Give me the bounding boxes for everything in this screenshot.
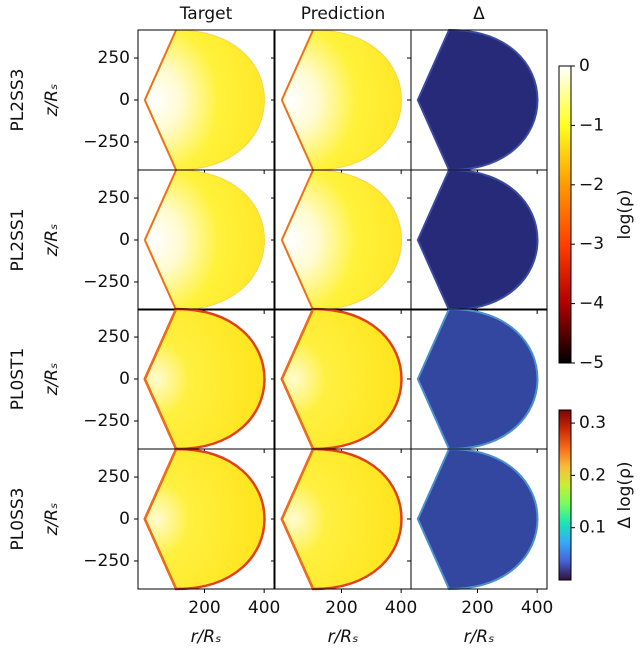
- panel-image: [143, 447, 266, 591]
- x-axis-label: r/Rₛ: [328, 627, 359, 647]
- y-tick-label: −250: [83, 132, 130, 152]
- colorbar-tick-label: 0: [579, 56, 590, 76]
- x-tick-label: 200: [188, 598, 220, 618]
- colorbar-label: log(ρ): [615, 190, 635, 240]
- panel-image: [416, 168, 539, 312]
- y-tick-label: 0: [119, 230, 130, 250]
- y-tick-label: 250: [98, 467, 130, 487]
- y-axis-label: z/Rₛ: [42, 224, 62, 258]
- panel-edge: [143, 29, 177, 171]
- panel-edge: [143, 308, 177, 450]
- panel-image: [416, 447, 539, 591]
- x-tick-label: 200: [325, 598, 357, 618]
- x-tick-label: 400: [385, 598, 417, 618]
- y-tick-label: 0: [119, 369, 130, 389]
- column-title: Δ: [473, 4, 485, 24]
- row-label: PL0SS3: [8, 488, 28, 551]
- x-tick-label: 400: [521, 598, 553, 618]
- panel-image: [281, 169, 402, 311]
- panel-image: [280, 307, 403, 451]
- row-label: PL0ST1: [8, 348, 28, 411]
- x-tick-label: 200: [461, 598, 493, 618]
- colorbar-tick-label: 0.2: [579, 465, 606, 485]
- colorbar: [558, 409, 572, 581]
- x-axis-label: r/Rₛ: [191, 627, 222, 647]
- colorbar-tick-label: −5: [579, 353, 604, 373]
- colorbar-tick-label: −3: [579, 234, 604, 254]
- colorbar-tick-label: 0.3: [579, 413, 606, 433]
- y-tick-label: −250: [83, 411, 130, 431]
- y-tick-label: 0: [119, 90, 130, 110]
- colorbar: [558, 65, 572, 364]
- row-label: PL2SS1: [8, 209, 28, 272]
- colorbar-tick-label: −2: [579, 175, 604, 195]
- y-tick-label: 250: [98, 48, 130, 68]
- panel-image: [144, 29, 265, 171]
- panel-edge: [280, 169, 314, 311]
- y-tick-label: −250: [83, 272, 130, 292]
- colorbar-tick-label: −1: [579, 115, 604, 135]
- colorbar-tick-label: −4: [579, 294, 604, 314]
- column-title: Prediction: [301, 4, 385, 24]
- panel-image: [281, 29, 402, 171]
- row-label: PL2SS3: [8, 69, 28, 132]
- panel-image: [143, 307, 266, 451]
- panel-image: [416, 307, 539, 451]
- y-tick-label: −250: [83, 551, 130, 571]
- x-tick-label: 400: [248, 598, 280, 618]
- y-tick-label: 250: [98, 327, 130, 347]
- panel-edge: [143, 448, 177, 590]
- y-tick-label: 250: [98, 188, 130, 208]
- x-axis-label: r/Rₛ: [464, 627, 495, 647]
- colorbar-tick-label: 0.1: [579, 518, 606, 538]
- panel-edge: [280, 308, 314, 450]
- y-axis-label: z/Rₛ: [42, 363, 62, 397]
- y-axis-label: z/Rₛ: [42, 503, 62, 537]
- panel-image: [280, 447, 403, 591]
- y-tick-label: 0: [119, 509, 130, 529]
- panel-edge: [143, 169, 177, 311]
- colorbar-label: Δ log(ρ): [615, 461, 635, 528]
- column-title: Target: [179, 4, 233, 24]
- panel-image: [144, 169, 265, 311]
- panel-edge: [280, 29, 314, 171]
- panel-image: [416, 28, 539, 172]
- panel-edge: [280, 448, 314, 590]
- y-axis-label: z/Rₛ: [42, 84, 62, 118]
